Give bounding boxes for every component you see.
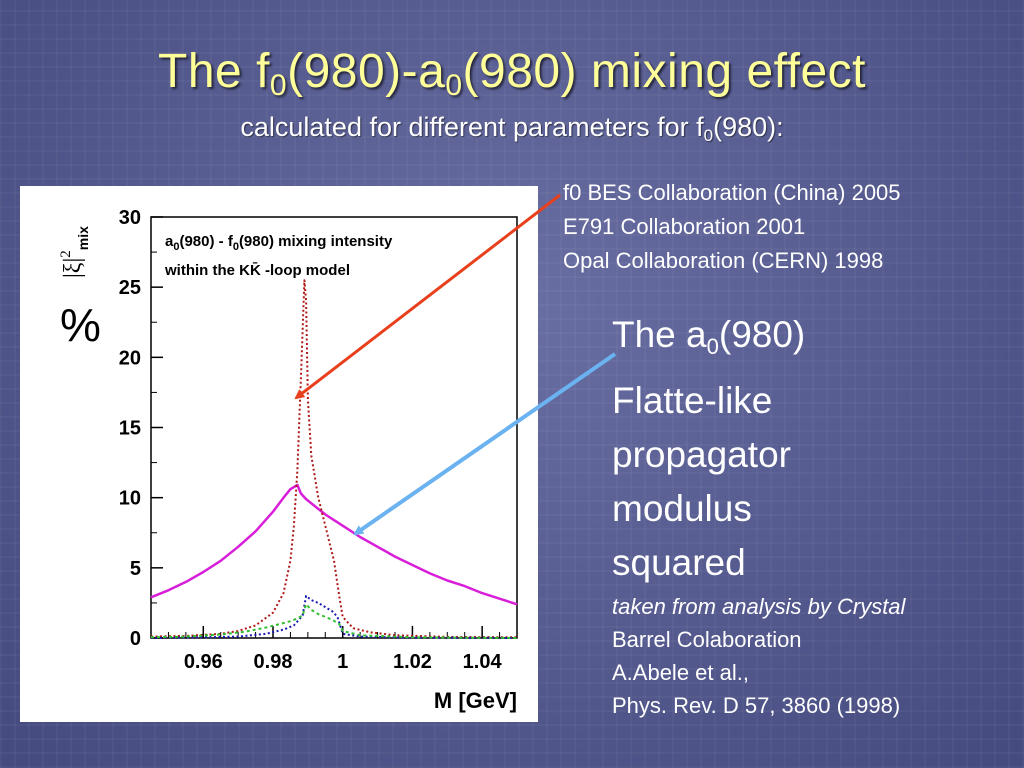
reference-item: f0 BES Collaboration (China) 2005 (563, 180, 901, 205)
y-tick-label: 10 (119, 488, 141, 510)
annotation-source: taken from analysis by Crystal (612, 594, 906, 619)
blue-arrow (353, 352, 617, 536)
annotation-line: The a0(980) (612, 314, 806, 359)
annotation-source: A.Abele et al., (612, 660, 749, 685)
series-line-2 (150, 279, 518, 639)
percent-label: % (60, 299, 101, 351)
inset-label-1: a0(980) - f0(980) mixing intensity (165, 233, 393, 253)
inset-label-2: within the KK̄ -loop model (164, 261, 350, 279)
series-line-4 (150, 603, 518, 639)
plot-panel: 0 5 10 15 20 25 30 0.96 0.98 1 1.02 1.04 a0(980) - f… (20, 186, 538, 722)
y-tick-label: 20 (119, 347, 141, 369)
y-tick-label: 25 (119, 277, 141, 299)
annotation-line: propagator (612, 434, 791, 475)
propagator-annotation: The a0(980) Flatte-like propagator modul… (612, 308, 905, 722)
annotation-source: Barrel Colaboration (612, 627, 802, 652)
slide-title: The f0(980)-a0(980) mixing effect (158, 45, 866, 102)
mixing-intensity-chart: 0 5 10 15 20 25 30 0.96 0.98 1 1.02 1.04 a0(980) - f… (58, 207, 518, 713)
y-tick-label: 30 (119, 207, 141, 229)
x-tick-label: 1.02 (393, 651, 432, 673)
curves-group (150, 279, 518, 639)
reference-item: E791 Collaboration 2001 (563, 214, 806, 239)
y-tick-label: 0 (130, 628, 141, 650)
x-tick-label: 1.04 (463, 651, 503, 673)
annotation-line: squared (612, 542, 746, 583)
annotation-line: modulus (612, 488, 752, 529)
reference-list: f0 BES Collaboration (China) 2005 E791 C… (563, 176, 901, 278)
series-line-1 (150, 483, 518, 606)
y-tick-label: 15 (119, 418, 141, 440)
x-axis-label: M [GeV] (434, 688, 517, 713)
x-tick-label: 0.96 (184, 651, 223, 673)
x-tick-label: 1 (337, 651, 348, 673)
red-arrow (294, 193, 561, 400)
labels-group: 0 5 10 15 20 25 30 0.96 0.98 1 1.02 1.04 a0(980) - f… (58, 207, 517, 713)
annotation-line: Flatte-like (612, 380, 773, 421)
y-axis-label: |ξ|2mix (58, 226, 91, 278)
reference-item: Opal Collaboration (CERN) 1998 (563, 248, 884, 273)
slide-subtitle: calculated for different parameters for … (240, 112, 784, 145)
y-tick-label: 5 (130, 558, 141, 580)
x-tick-label: 0.98 (254, 651, 293, 673)
axes-group (150, 216, 518, 639)
annotation-source: Phys. Rev. D 57, 3860 (1998) (612, 693, 901, 718)
